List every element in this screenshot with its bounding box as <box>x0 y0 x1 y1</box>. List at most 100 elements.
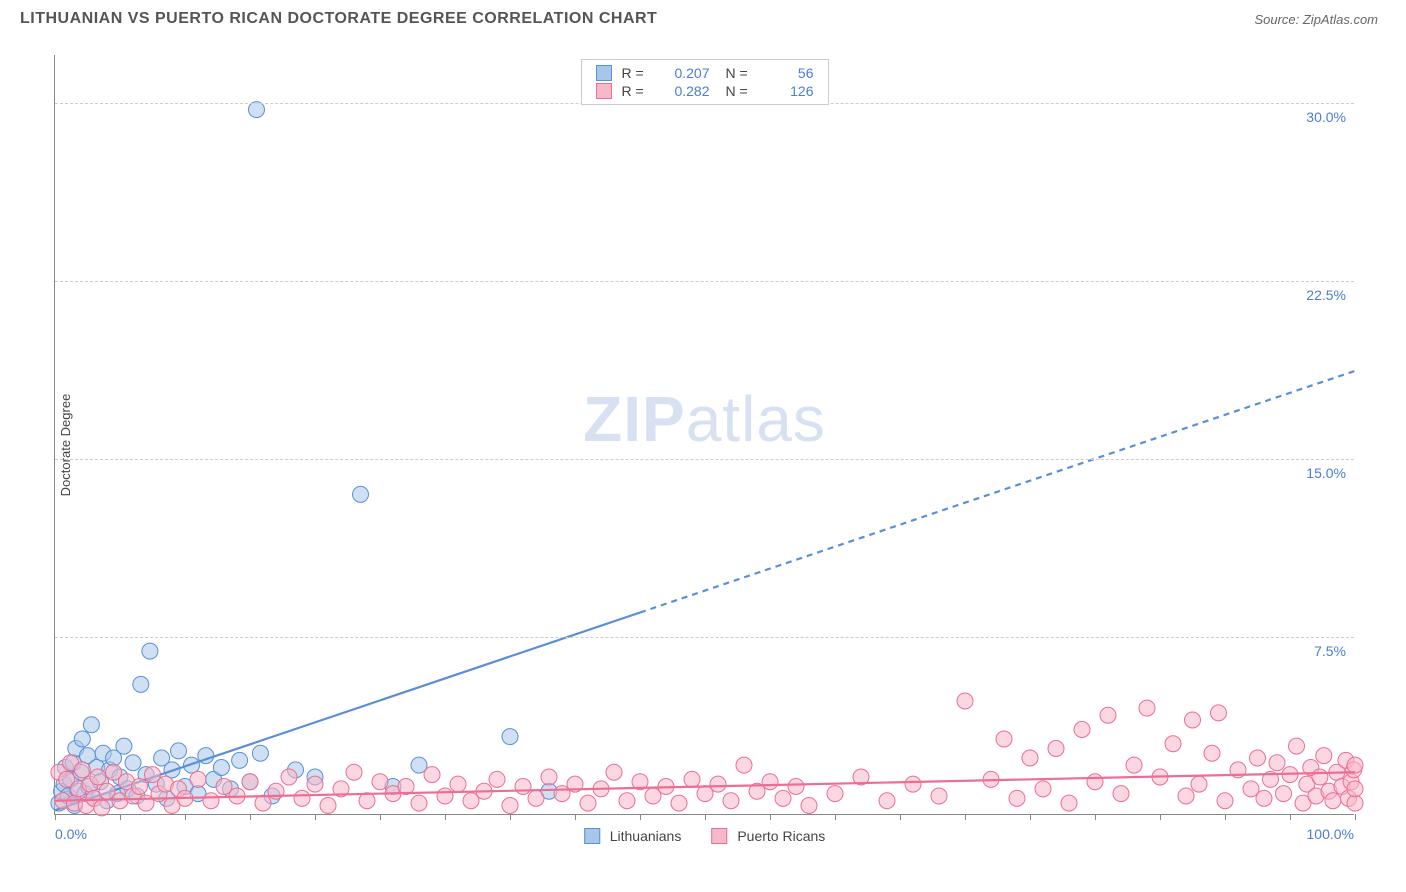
data-point <box>437 788 453 804</box>
x-tick <box>1225 814 1226 820</box>
data-point <box>90 769 106 785</box>
data-point <box>723 793 739 809</box>
series-legend: Lithuanians Puerto Ricans <box>584 828 826 844</box>
data-point <box>1139 700 1155 716</box>
data-point <box>879 793 895 809</box>
data-point <box>1347 781 1363 797</box>
x-tick <box>835 814 836 820</box>
x-tick <box>1290 814 1291 820</box>
x-tick <box>445 814 446 820</box>
data-point <box>94 800 110 816</box>
gridline <box>55 637 1354 638</box>
data-point <box>1113 786 1129 802</box>
legend-item-puerto-ricans: Puerto Ricans <box>711 828 825 844</box>
data-point <box>281 769 297 785</box>
data-point <box>372 774 388 790</box>
data-point <box>1312 769 1328 785</box>
x-tick <box>1095 814 1096 820</box>
data-point <box>1325 793 1341 809</box>
data-point <box>1204 745 1220 761</box>
data-point <box>1289 738 1305 754</box>
data-point <box>801 798 817 814</box>
gridline <box>55 281 1354 282</box>
data-point <box>125 755 141 771</box>
data-point <box>827 786 843 802</box>
x-tick <box>965 814 966 820</box>
data-point <box>171 743 187 759</box>
legend-row-puerto-ricans: R =0.282 N =126 <box>596 82 814 100</box>
plot-container: Doctorate Degree ZIPatlas R =0.207 N =56… <box>50 55 1370 835</box>
source-attribution: Source: ZipAtlas.com <box>1254 12 1378 27</box>
x-tick <box>55 814 56 820</box>
data-point <box>1256 790 1272 806</box>
data-point <box>489 771 505 787</box>
data-point <box>1191 776 1207 792</box>
data-point <box>1074 722 1090 738</box>
data-point <box>788 779 804 795</box>
data-point <box>619 793 635 809</box>
x-tick <box>1030 814 1031 820</box>
x-tick <box>380 814 381 820</box>
x-tick <box>705 814 706 820</box>
data-point <box>931 788 947 804</box>
data-point <box>294 790 310 806</box>
correlation-legend: R =0.207 N =56 R =0.282 N =126 <box>581 59 829 105</box>
data-point <box>424 767 440 783</box>
data-point <box>1048 741 1064 757</box>
data-point <box>1276 786 1292 802</box>
x-axis-max-label: 100.0% <box>1307 826 1354 842</box>
data-point <box>116 738 132 754</box>
data-point <box>541 769 557 785</box>
data-point <box>411 795 427 811</box>
data-point <box>1009 790 1025 806</box>
x-axis-min-label: 0.0% <box>55 826 87 842</box>
plot-area: ZIPatlas R =0.207 N =56 R =0.282 N =126 … <box>54 55 1354 815</box>
x-tick <box>900 814 901 820</box>
x-tick <box>575 814 576 820</box>
chart-svg <box>55 55 1354 814</box>
data-point <box>671 795 687 811</box>
swatch-puerto-ricans-bottom <box>711 828 727 844</box>
data-point <box>996 731 1012 747</box>
data-point <box>606 764 622 780</box>
data-point <box>213 760 229 776</box>
data-point <box>1178 788 1194 804</box>
x-tick <box>770 814 771 820</box>
data-point <box>249 102 265 118</box>
data-point <box>775 790 791 806</box>
data-point <box>320 798 336 814</box>
data-point <box>957 693 973 709</box>
data-point <box>346 764 362 780</box>
y-tick-label: 22.5% <box>1306 287 1346 303</box>
data-point <box>359 793 375 809</box>
swatch-lithuanians <box>596 65 612 81</box>
data-point <box>736 757 752 773</box>
data-point <box>142 643 158 659</box>
data-point <box>450 776 466 792</box>
data-point <box>1035 781 1051 797</box>
data-point <box>255 795 271 811</box>
data-point <box>762 774 778 790</box>
data-point <box>132 779 148 795</box>
data-point <box>710 776 726 792</box>
data-point <box>1100 707 1116 723</box>
x-tick <box>640 814 641 820</box>
data-point <box>353 486 369 502</box>
title-bar: LITHUANIAN VS PUERTO RICAN DOCTORATE DEG… <box>0 0 1406 34</box>
data-point <box>74 762 90 778</box>
x-tick <box>120 814 121 820</box>
data-point <box>1316 748 1332 764</box>
data-point <box>1022 750 1038 766</box>
data-point <box>232 752 248 768</box>
data-point <box>133 676 149 692</box>
data-point <box>1061 795 1077 811</box>
data-point <box>190 771 206 787</box>
y-tick-label: 7.5% <box>1314 643 1346 659</box>
data-point <box>203 793 219 809</box>
data-point <box>502 798 518 814</box>
data-point <box>580 795 596 811</box>
data-point <box>1217 793 1233 809</box>
data-point <box>1165 736 1181 752</box>
data-point <box>252 745 268 761</box>
data-point <box>307 776 323 792</box>
